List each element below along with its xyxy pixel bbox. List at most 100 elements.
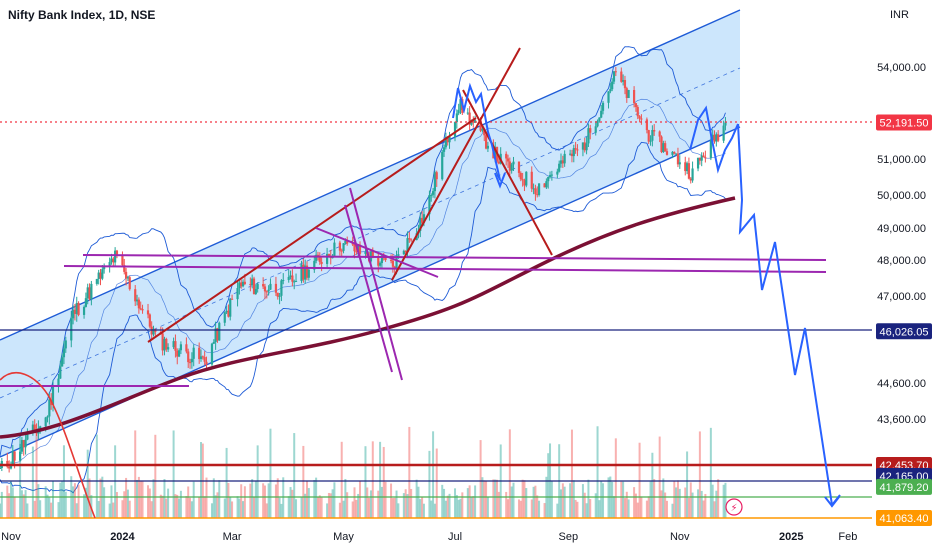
candle-body [61, 357, 64, 367]
candle-body [598, 117, 601, 121]
volume-bar [190, 501, 193, 518]
candle-body [422, 214, 426, 223]
volume-bar [48, 497, 51, 518]
volume-bar [517, 499, 520, 518]
volume-bar [344, 478, 347, 518]
candle-body [124, 271, 128, 279]
candle-body [494, 146, 497, 159]
candle-body [658, 131, 661, 137]
candle-body [252, 278, 256, 294]
candle-body [59, 366, 62, 379]
bollinger-lower [0, 141, 726, 494]
volume-bar [19, 436, 22, 518]
candle-body [433, 172, 437, 192]
volume-bar [494, 479, 497, 518]
volume-bar [86, 449, 89, 518]
volume-bar [150, 501, 153, 518]
time-axis-tick-label: Feb [838, 531, 857, 543]
candle-body [137, 299, 140, 309]
volume-bar [203, 496, 206, 518]
volume-bar [33, 500, 36, 518]
candle-body [320, 261, 323, 264]
volume-bar [472, 496, 475, 518]
candle-body [378, 263, 382, 266]
channel-upper-line [0, 9, 741, 341]
volume-bar [636, 502, 639, 518]
volume-bar [525, 488, 528, 518]
volume-bar [446, 495, 449, 518]
volume-bar [302, 445, 305, 518]
candle-body [75, 302, 78, 314]
volume-bar [587, 479, 590, 518]
volume-bar [547, 453, 550, 518]
volume-bar [192, 481, 195, 518]
volume-bar [702, 500, 705, 518]
candle-body [675, 153, 678, 155]
candle-body [340, 250, 343, 252]
time-axis-tick-label: Mar [223, 531, 242, 543]
event-marker-icon[interactable] [725, 498, 743, 516]
candle-body [556, 171, 559, 175]
volume-bar [320, 497, 323, 518]
time-axis-tick-label: Sep [559, 531, 579, 543]
candle-body [483, 129, 486, 136]
bollinger-upper [0, 46, 726, 457]
volume-bar [307, 488, 310, 518]
candle-body [353, 244, 356, 252]
candle-body [404, 250, 407, 252]
candle-body [313, 260, 316, 270]
candle-body [307, 269, 310, 278]
candle-body [198, 347, 201, 360]
volume-bar [342, 500, 345, 518]
volume-bar [216, 492, 219, 518]
candle-body [651, 130, 654, 141]
bollinger-middle [0, 98, 726, 469]
candle-body [410, 239, 413, 241]
candle-body [685, 163, 689, 172]
volume-bar [419, 499, 422, 518]
candle-body [146, 310, 150, 315]
candle-body [48, 399, 51, 417]
price-badge-label: 46,026.05 [880, 326, 929, 338]
candle-body [256, 284, 259, 290]
purple-horizontal-line-1 [82, 254, 827, 261]
volume-bar [486, 496, 489, 518]
candle-body [678, 162, 681, 165]
volume-bar [523, 480, 526, 518]
volume-bar [243, 486, 246, 518]
candle-body [126, 277, 130, 279]
volume-bar [550, 481, 553, 518]
candle-body [457, 110, 460, 114]
volume-bar [402, 493, 405, 518]
volume-bar [313, 480, 316, 518]
volume-bar [507, 499, 510, 518]
volume-bar [125, 477, 128, 518]
volume-bar [26, 503, 29, 518]
volume-bar [20, 490, 23, 518]
candle-body [84, 298, 87, 307]
candle-body [280, 280, 283, 296]
currency-label[interactable]: INR [890, 9, 909, 21]
volume-bar [485, 481, 488, 518]
volume-bar [459, 498, 462, 518]
candle-body [227, 310, 230, 317]
candle-body [430, 194, 433, 196]
volume-bar [627, 499, 630, 518]
volume-bar [408, 426, 411, 518]
candle-body [481, 129, 484, 131]
volume-bar [236, 496, 239, 518]
candle-body [684, 162, 687, 172]
candle-body [251, 278, 254, 286]
candle-body [704, 157, 707, 159]
time-axis[interactable] [0, 522, 872, 550]
volume-bar [384, 481, 387, 518]
candle-body [649, 140, 652, 142]
volume-bar [640, 496, 643, 518]
volume-bar [704, 493, 707, 518]
volume-bar [35, 430, 38, 518]
candle-body [486, 145, 490, 149]
candle-body [647, 130, 650, 142]
volume-bar [6, 485, 9, 518]
candle-body [671, 151, 674, 155]
